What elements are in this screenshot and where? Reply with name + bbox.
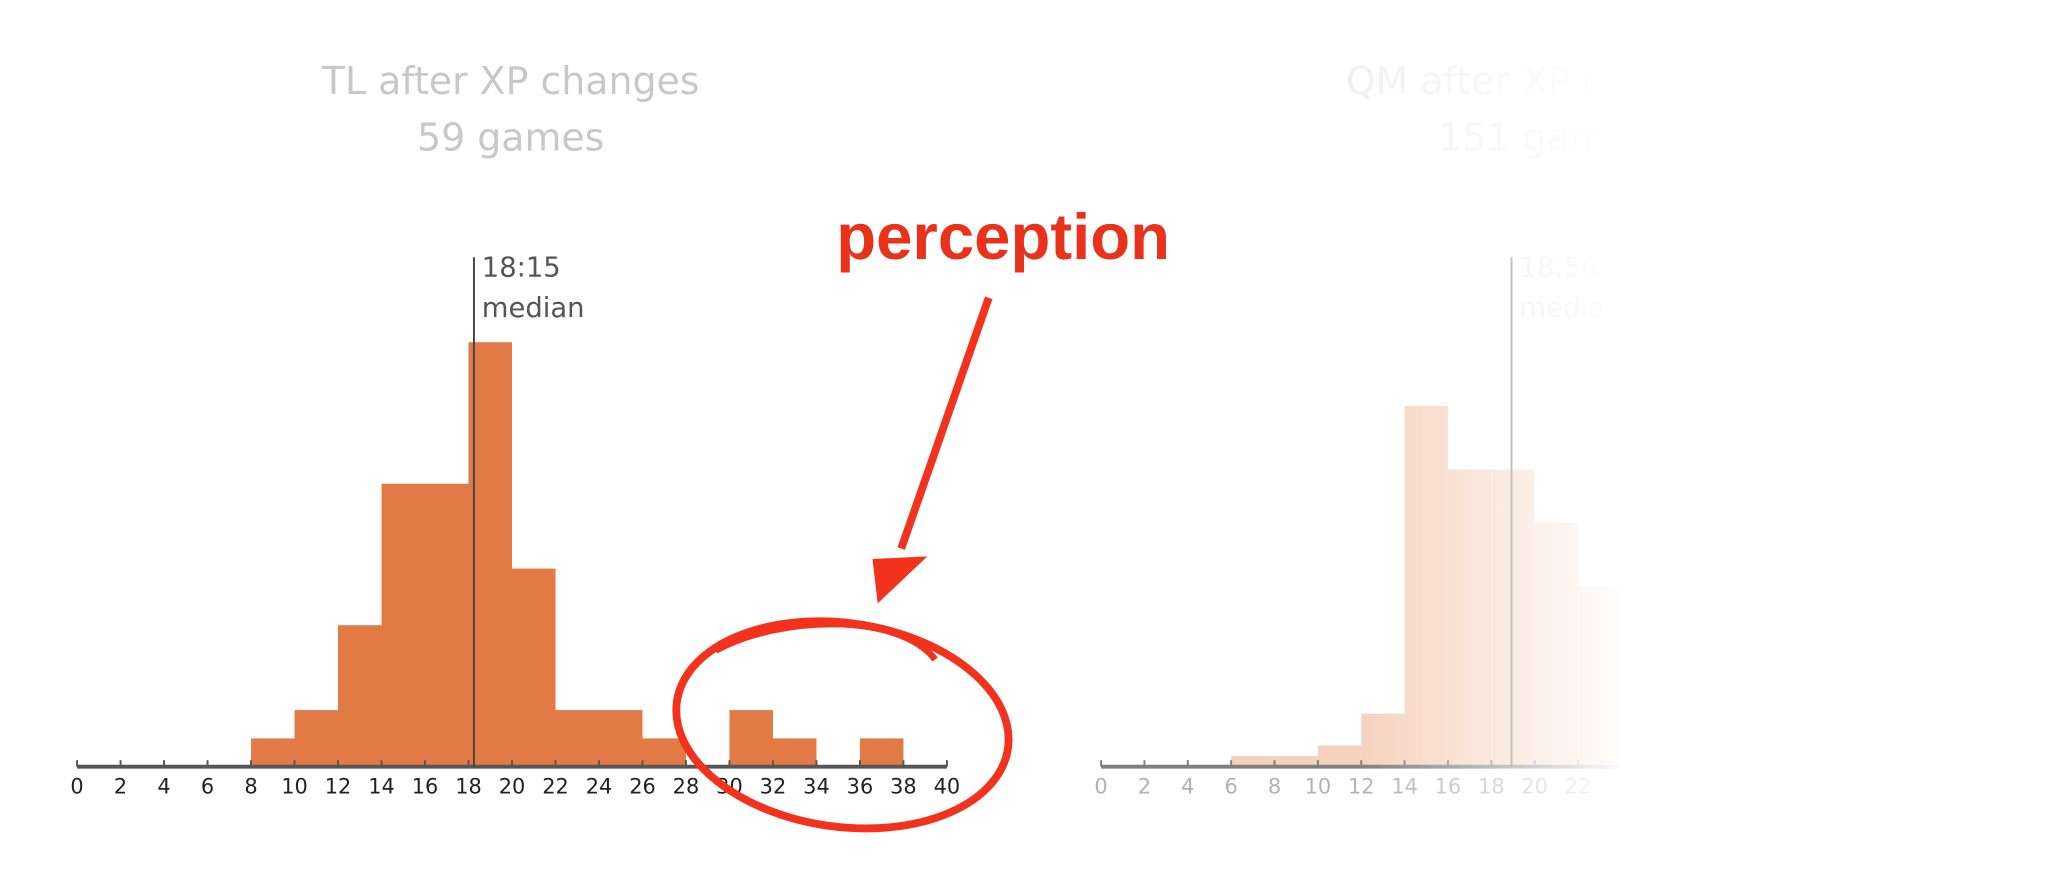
bar bbox=[294, 710, 339, 767]
x-tick-label: 2 bbox=[1138, 775, 1151, 799]
bar bbox=[1578, 586, 1622, 767]
chart-right: QM after XP changes 151 games 0 2 4 6 8 10 12 14 1… bbox=[1094, 59, 1741, 799]
x-tick-label: 12 bbox=[1348, 775, 1375, 799]
x-tick-label: 10 bbox=[1305, 775, 1332, 799]
x-tick-label: 22 bbox=[542, 775, 569, 799]
arrow bbox=[897, 296, 993, 550]
x-tick-label: 4 bbox=[157, 775, 170, 799]
x-tick-label: 24 bbox=[586, 775, 613, 799]
x-tick-label: 20 bbox=[1521, 775, 1548, 799]
x-tick-label: 0 bbox=[70, 775, 83, 799]
median-label: median bbox=[1519, 293, 1622, 324]
x-tick-label: 18 bbox=[455, 775, 482, 799]
x-tick-label: 40 bbox=[934, 775, 961, 799]
x-tick-label: 22 bbox=[1565, 775, 1592, 799]
bar bbox=[251, 738, 295, 767]
median-value: 18:56 bbox=[1519, 253, 1598, 284]
bar bbox=[381, 483, 426, 767]
bar bbox=[338, 625, 382, 767]
x-tick-label: 20 bbox=[499, 775, 526, 799]
x-tick-label: 14 bbox=[368, 775, 395, 799]
bar bbox=[425, 483, 469, 767]
bar bbox=[729, 710, 773, 767]
x-tick-label: 6 bbox=[1225, 775, 1238, 799]
x-tick-label: 6 bbox=[201, 775, 214, 799]
bar bbox=[1361, 713, 1405, 767]
x-tick-label: 36 bbox=[847, 775, 874, 799]
x-tick-label: 8 bbox=[244, 775, 257, 799]
chart-title: QM after XP changes bbox=[1346, 59, 1742, 103]
median-label: median bbox=[482, 293, 585, 324]
x-tick-label: 26 bbox=[629, 775, 656, 799]
x-tick-label: 18 bbox=[1478, 775, 1505, 799]
x-tick-label: 10 bbox=[281, 775, 308, 799]
bar bbox=[859, 738, 904, 767]
x-tick-label: 12 bbox=[325, 775, 352, 799]
bar bbox=[555, 710, 599, 767]
bar bbox=[1317, 745, 1362, 767]
x-tick-label: 38 bbox=[890, 775, 917, 799]
bar bbox=[642, 738, 686, 767]
median-value: 18:15 bbox=[482, 253, 561, 284]
bar bbox=[1274, 756, 1318, 767]
x-tick-label: 2 bbox=[114, 775, 127, 799]
x-tick-label: 14 bbox=[1391, 775, 1418, 799]
x-tick-label: 32 bbox=[760, 775, 787, 799]
bar bbox=[468, 342, 512, 767]
bar bbox=[1491, 469, 1535, 767]
x-tick-label: 4 bbox=[1181, 775, 1194, 799]
x-tick-label: 8 bbox=[1268, 775, 1281, 799]
bar bbox=[1404, 405, 1448, 767]
circle-stroke bbox=[714, 620, 938, 662]
circle bbox=[672, 617, 1013, 833]
arrowhead bbox=[872, 556, 928, 604]
x-tick-label: 16 bbox=[412, 775, 439, 799]
bar bbox=[1447, 469, 1492, 767]
bar bbox=[598, 710, 643, 767]
x-tick-label: 0 bbox=[1094, 775, 1107, 799]
annotation: perception bbox=[672, 199, 1171, 833]
bar bbox=[512, 568, 556, 767]
bar bbox=[1534, 522, 1579, 767]
x-tick-label: 28 bbox=[673, 775, 700, 799]
bar bbox=[772, 738, 817, 767]
x-tick-label: 34 bbox=[803, 775, 830, 799]
chart-subtitle: 59 games bbox=[417, 115, 604, 159]
annotation-text: perception bbox=[836, 200, 1170, 273]
x-tick-label: 16 bbox=[1435, 775, 1462, 799]
chart-title: TL after XP changes bbox=[321, 59, 700, 103]
bar bbox=[1231, 756, 1275, 767]
chart-subtitle: 151 games bbox=[1438, 115, 1649, 159]
